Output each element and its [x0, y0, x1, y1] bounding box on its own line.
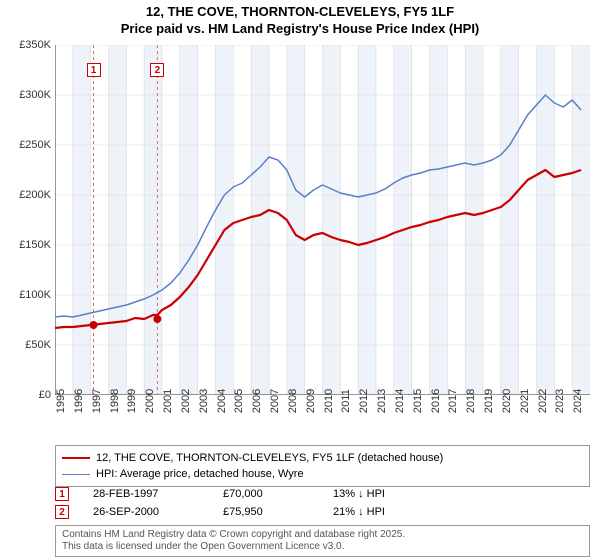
x-tick-label: 2016	[430, 389, 442, 413]
y-tick-label: £350K	[19, 39, 51, 51]
x-tick-label: 2009	[305, 389, 317, 413]
sale-marker-2: 2	[150, 63, 164, 77]
x-tick-label: 2020	[501, 389, 513, 413]
x-tick-label: 1997	[91, 389, 103, 413]
x-tick-label: 2023	[554, 389, 566, 413]
x-tick-label: 2008	[287, 389, 299, 413]
table-date: 28-FEB-1997	[93, 488, 223, 500]
x-tick-label: 2010	[323, 389, 335, 413]
legend-label-2: HPI: Average price, detached house, Wyre	[96, 468, 304, 480]
legend: 12, THE COVE, THORNTON-CLEVELEYS, FY5 1L…	[55, 445, 590, 487]
x-tick-label: 2021	[519, 389, 531, 413]
y-tick-label: £150K	[19, 239, 51, 251]
x-tick-label: 2024	[572, 389, 584, 413]
x-tick-label: 2018	[465, 389, 477, 413]
legend-label-1: 12, THE COVE, THORNTON-CLEVELEYS, FY5 1L…	[96, 452, 443, 464]
x-tick-label: 2007	[269, 389, 281, 413]
chart-svg	[55, 45, 590, 395]
table-price: £75,950	[223, 506, 333, 518]
title-line-2: Price paid vs. HM Land Registry's House …	[0, 21, 600, 38]
table-row: 2 26-SEP-2000£75,95021% ↓ HPI	[55, 503, 590, 521]
x-tick-label: 2003	[198, 389, 210, 413]
table-marker: 1	[55, 487, 69, 501]
x-tick-label: 1996	[73, 389, 85, 413]
x-tick-label: 1999	[126, 389, 138, 413]
y-tick-label: £300K	[19, 89, 51, 101]
x-tick-label: 2022	[537, 389, 549, 413]
sale-marker-1: 1	[87, 63, 101, 77]
x-tick-label: 2014	[394, 389, 406, 413]
x-tick-label: 2000	[144, 389, 156, 413]
y-tick-label: £200K	[19, 189, 51, 201]
x-tick-label: 2013	[376, 389, 388, 413]
table-marker: 2	[55, 505, 69, 519]
sales-table: 1 28-FEB-1997£70,00013% ↓ HPI 2 26-SEP-2000…	[55, 485, 590, 521]
x-tick-label: 2006	[251, 389, 263, 413]
table-row: 1 28-FEB-1997£70,00013% ↓ HPI	[55, 485, 590, 503]
x-tick-label: 2002	[180, 389, 192, 413]
footer-line-2: This data is licensed under the Open Gov…	[62, 541, 583, 553]
y-tick-label: £250K	[19, 139, 51, 151]
x-tick-label: 2004	[216, 389, 228, 413]
y-tick-label: £0	[39, 389, 51, 401]
table-pct: 21% ↓ HPI	[333, 506, 453, 518]
legend-swatch-blue	[62, 474, 90, 475]
chart-area: 1995199619971998199920002001200220032004…	[55, 45, 590, 395]
x-tick-label: 2011	[340, 389, 352, 413]
footer: Contains HM Land Registry data © Crown c…	[55, 525, 590, 557]
x-tick-label: 2017	[447, 389, 459, 413]
x-tick-label: 2012	[358, 389, 370, 413]
x-tick-label: 2005	[233, 389, 245, 413]
footer-line-1: Contains HM Land Registry data © Crown c…	[62, 529, 583, 541]
chart-title: 12, THE COVE, THORNTON-CLEVELEYS, FY5 1L…	[0, 0, 600, 38]
table-pct: 13% ↓ HPI	[333, 488, 453, 500]
x-tick-label: 2019	[483, 389, 495, 413]
x-tick-label: 2015	[412, 389, 424, 413]
title-line-1: 12, THE COVE, THORNTON-CLEVELEYS, FY5 1L…	[0, 4, 600, 21]
legend-row: HPI: Average price, detached house, Wyre	[62, 466, 583, 482]
legend-swatch-red	[62, 457, 90, 459]
table-price: £70,000	[223, 488, 333, 500]
x-tick-label: 1998	[109, 389, 121, 413]
legend-row: 12, THE COVE, THORNTON-CLEVELEYS, FY5 1L…	[62, 450, 583, 466]
y-tick-label: £100K	[19, 289, 51, 301]
x-tick-label: 2001	[162, 389, 174, 413]
table-date: 26-SEP-2000	[93, 506, 223, 518]
y-tick-label: £50K	[25, 339, 51, 351]
x-tick-label: 1995	[55, 389, 67, 413]
